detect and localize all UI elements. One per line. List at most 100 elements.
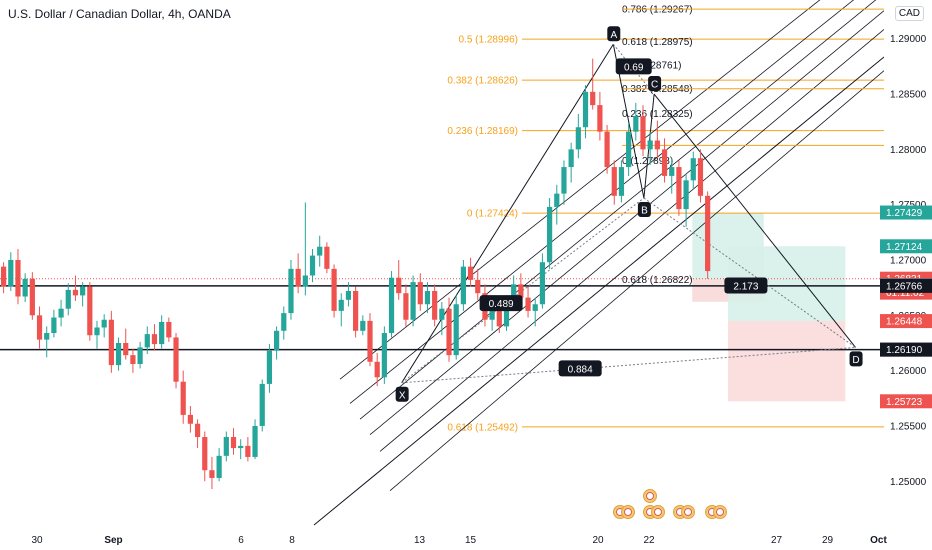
candle-body (439, 308, 445, 320)
candle-body (611, 167, 617, 196)
fib-label-right: 0.618 (1.26822) (622, 275, 693, 286)
candle-body (22, 278, 28, 297)
candle-body (187, 414, 193, 424)
time-axis-bg (0, 528, 884, 550)
candle-body (266, 350, 273, 384)
candle-body (295, 268, 301, 287)
candle (309, 248, 316, 283)
price-label-badge (880, 342, 932, 357)
channel-line (369, 10, 885, 436)
candle (604, 125, 610, 174)
candle-body (446, 308, 452, 356)
price-tick-label: 1.25000 (890, 477, 927, 488)
candle (453, 295, 459, 360)
candle-body (324, 246, 330, 269)
candles (1, 58, 711, 490)
candle (381, 326, 387, 384)
ratio-label: 0.884 (568, 364, 593, 375)
time-tick-label: 8 (289, 535, 295, 546)
point-label-X: X (399, 390, 406, 401)
candle-body (453, 304, 459, 356)
candle-body (417, 282, 423, 305)
candle (194, 419, 201, 449)
candle-body (539, 262, 546, 305)
point-badge-A (607, 26, 621, 42)
candle (697, 149, 704, 203)
candle (388, 271, 395, 338)
candle (288, 260, 294, 320)
price-tick-label: 1.29000 (890, 34, 927, 45)
fib-label-right: 0.786 (1.29267) (622, 5, 693, 16)
candle (633, 102, 639, 141)
trend-line-main (313, 56, 885, 526)
candle (8, 252, 14, 291)
fib-label-right: 0.236 (1.28325) (622, 109, 693, 120)
candle-body (388, 277, 395, 334)
candle (439, 302, 445, 336)
candle (446, 297, 452, 362)
price-axis[interactable]: 1.250001.255001.260001.265001.270001.275… (880, 0, 932, 550)
candle-body (647, 140, 653, 150)
candle-body (669, 167, 675, 176)
time-tick-label: 15 (465, 535, 477, 546)
channel-line (389, 70, 885, 491)
fib-label-left: 0.236 (1.28169) (447, 126, 518, 137)
candle (331, 264, 337, 318)
candle (108, 310, 114, 373)
candle-body (331, 268, 337, 311)
candle-body (1, 266, 7, 287)
candle (15, 248, 21, 305)
candle-body (202, 437, 208, 471)
ratio-badge (615, 58, 652, 75)
price-label-text: 01:11:02 (886, 288, 925, 299)
candle-body (561, 167, 567, 194)
candle-body (618, 167, 625, 196)
candle (223, 431, 229, 462)
candle-body (432, 290, 438, 320)
currency-button[interactable]: CAD (894, 6, 924, 21)
candle (467, 257, 474, 287)
event-icon-flag (646, 492, 654, 500)
time-tick-label: 27 (771, 535, 783, 546)
candle (661, 138, 668, 183)
candle-body (532, 304, 538, 311)
fib-label-left: 0.618 (1.25492) (447, 422, 518, 433)
candle (137, 341, 143, 369)
time-axis[interactable]: 30Sep68131520222729Oct5 (0, 528, 932, 550)
candle-body (503, 302, 510, 327)
candle (94, 320, 100, 349)
candle (475, 268, 481, 300)
candle-body (15, 260, 21, 297)
event-icons[interactable] (613, 489, 727, 519)
ratio-label: 0.489 (489, 299, 514, 310)
price-tick-label: 1.25500 (890, 421, 927, 432)
candle (144, 326, 150, 355)
long-stop-zone (728, 321, 846, 402)
candle-body (194, 423, 201, 438)
candle-body (137, 347, 143, 364)
candle (295, 253, 301, 294)
candle (460, 260, 466, 311)
candle (618, 160, 625, 203)
candle-body (87, 286, 93, 336)
candle (403, 284, 409, 327)
candle (597, 91, 603, 141)
channel-line (379, 29, 885, 452)
candle-body (590, 91, 596, 106)
time-tick-label: 29 (822, 535, 834, 546)
time-tick-label: 13 (414, 535, 426, 546)
candle-body (209, 470, 215, 478)
candle (238, 439, 244, 460)
candle (647, 131, 653, 165)
candle-body (72, 289, 79, 296)
candle-body (367, 320, 373, 362)
candle (417, 273, 423, 311)
candle (252, 419, 258, 460)
candle (410, 275, 416, 327)
position-zones (692, 213, 846, 402)
candle-body (108, 319, 114, 366)
price-tick-label: 1.26000 (890, 366, 927, 377)
price-tick-label: 1.28000 (890, 145, 927, 156)
candle (22, 273, 28, 303)
